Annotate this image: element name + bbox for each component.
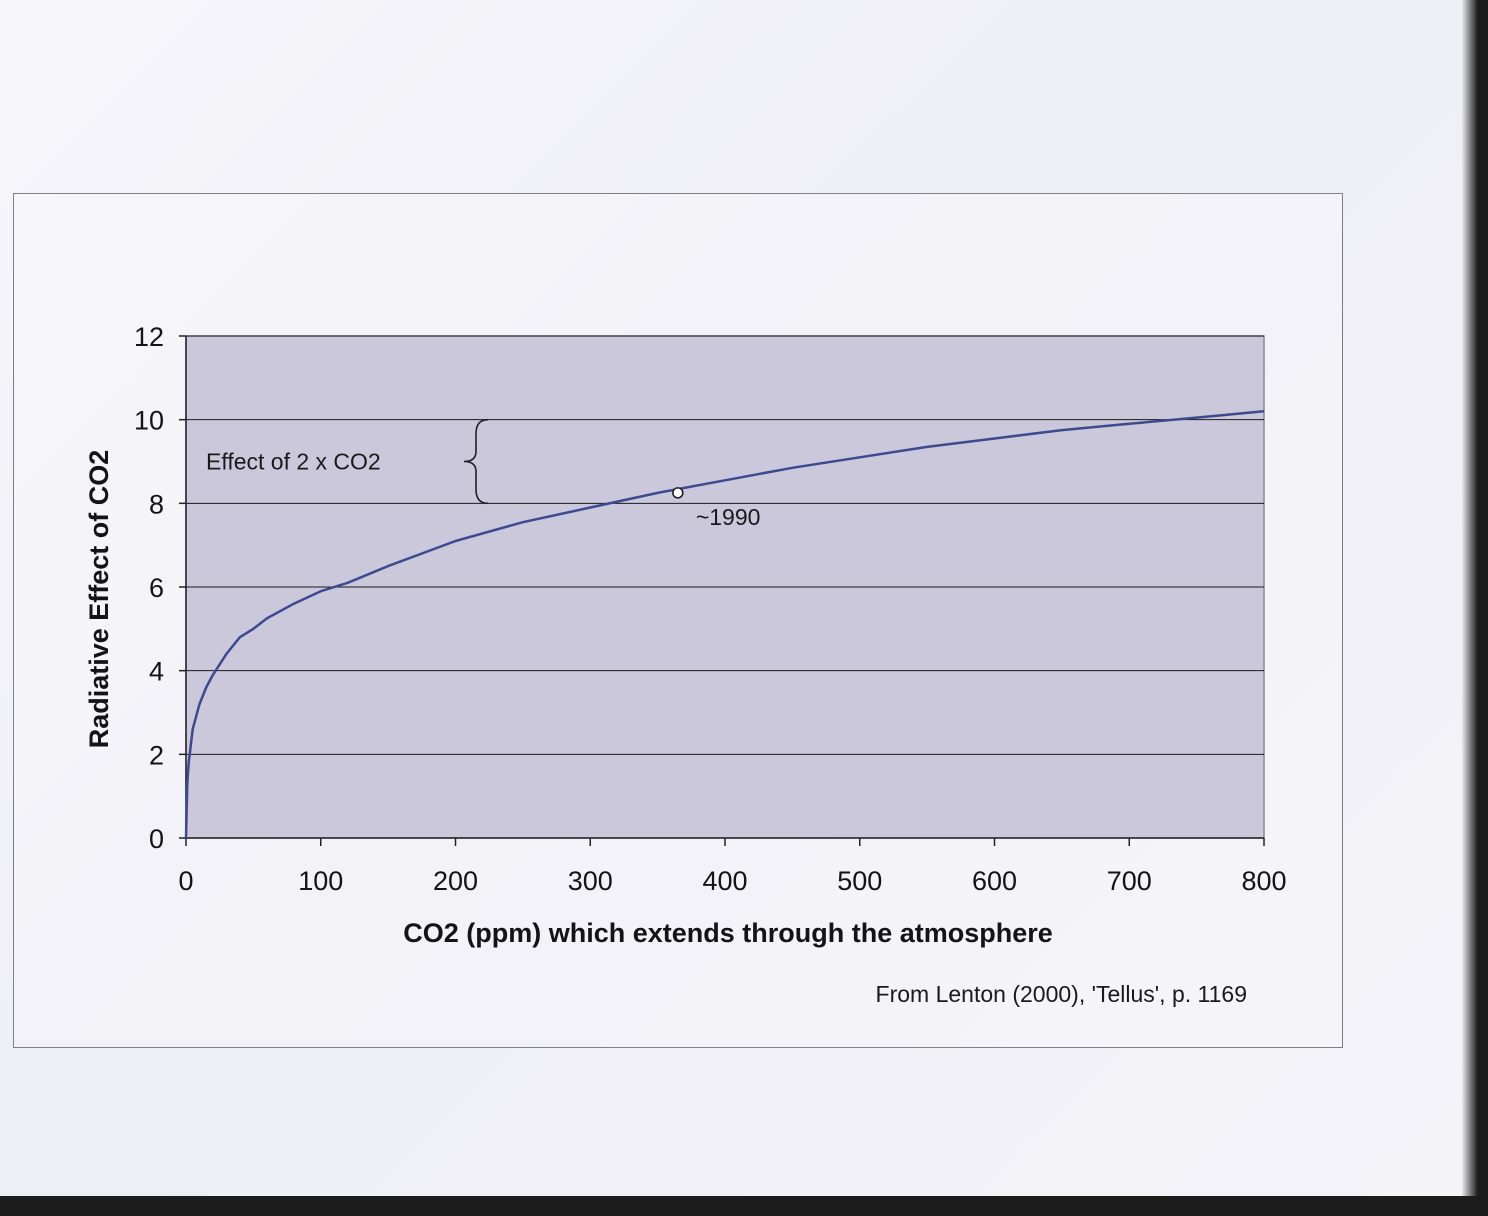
y-tick-label-8: 8 bbox=[149, 489, 164, 519]
x-tick-label-600: 600 bbox=[972, 866, 1017, 896]
y-tick-label-12: 12 bbox=[134, 322, 164, 352]
x-axis-ticks: 0 100 200 300 400 500 600 700 800 bbox=[178, 838, 1287, 896]
x-axis-title: CO2 (ppm) which extends through the atmo… bbox=[403, 918, 1053, 948]
y-axis-ticks: 0 2 4 6 8 10 12 bbox=[134, 322, 186, 854]
y-tick-label-4: 4 bbox=[149, 657, 164, 687]
x-tick-label-0: 0 bbox=[178, 866, 193, 896]
x-tick-label-200: 200 bbox=[433, 866, 478, 896]
point-1990-label: ~1990 bbox=[696, 504, 761, 530]
y-tick-label-6: 6 bbox=[149, 573, 164, 603]
y-tick-label-2: 2 bbox=[149, 740, 164, 770]
x-tick-label-700: 700 bbox=[1107, 866, 1152, 896]
source-note: From Lenton (2000), 'Tellus', p. 1169 bbox=[876, 981, 1247, 1007]
x-tick-label-800: 800 bbox=[1241, 866, 1286, 896]
y-tick-label-10: 10 bbox=[134, 406, 164, 436]
annotations: Effect of 2 x CO2 ~1990 bbox=[206, 418, 761, 530]
x-tick-label-400: 400 bbox=[702, 866, 747, 896]
point-1990-marker bbox=[672, 487, 684, 499]
brace-annotation-label: Effect of 2 x CO2 bbox=[206, 449, 381, 475]
scanner-edge bbox=[1462, 0, 1488, 1196]
y-tick-label-0: 0 bbox=[149, 824, 164, 854]
brace-annotation bbox=[463, 418, 489, 505]
x-tick-label-300: 300 bbox=[568, 866, 613, 896]
x-tick-label-500: 500 bbox=[837, 866, 882, 896]
series-line-radiative-effect bbox=[184, 410, 1265, 839]
y-axis-title: Radiative Effect of CO2 bbox=[84, 450, 114, 749]
x-tick-label-100: 100 bbox=[298, 866, 343, 896]
